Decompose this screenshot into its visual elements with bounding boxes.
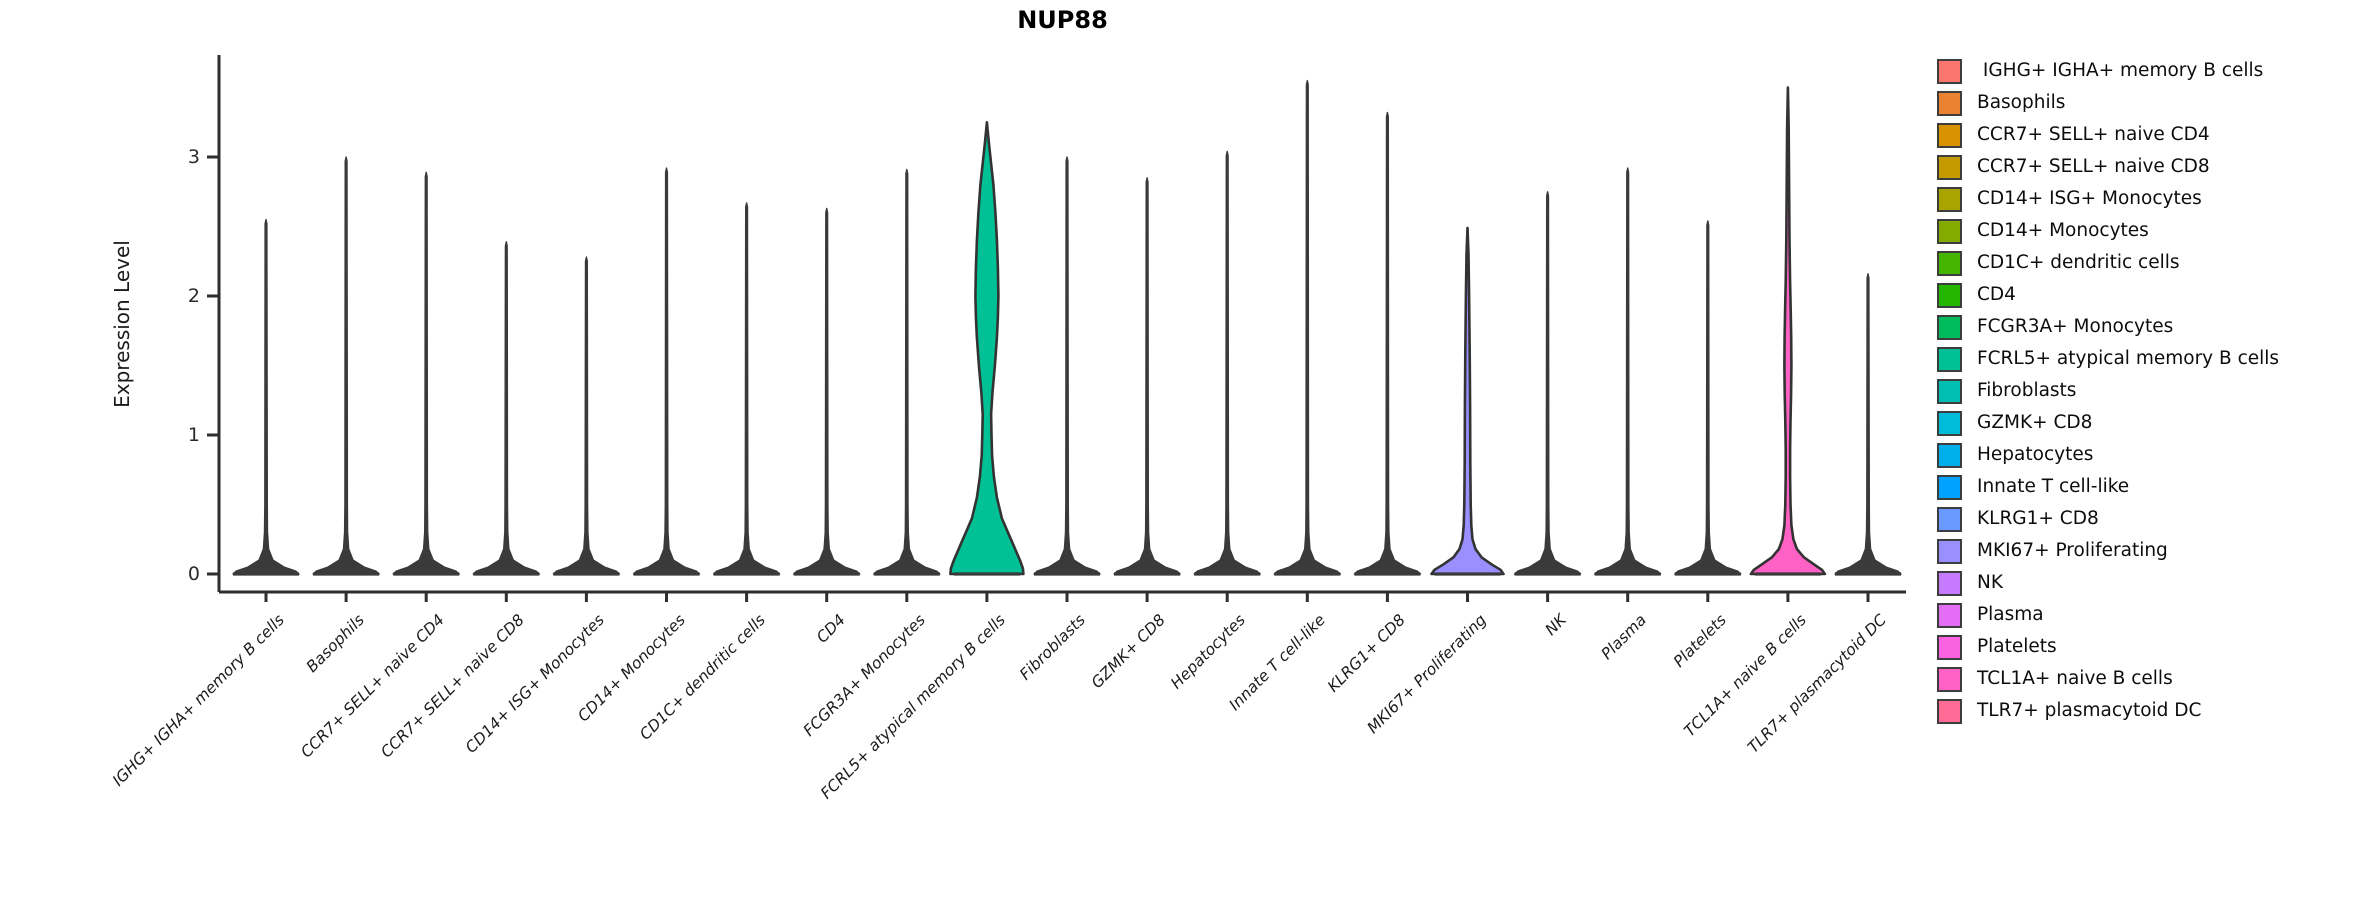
legend-item-label: IGHG+ IGHA+ memory B cells [1977,59,2264,81]
legend-item-label: CD1C+ dendritic cells [1977,251,2180,273]
violin-16 [1430,226,1505,576]
legend-item-label: MKI67+ Proliferating [1977,539,2168,561]
violin-19 [1674,220,1742,575]
legend-item-label: NK [1977,571,2003,593]
legend-item-label: KLRG1+ CD8 [1977,507,2099,529]
legend-swatch [1937,282,1962,308]
violin-15 [1353,111,1422,575]
legend-swatch [1937,90,1962,116]
legend-item-label: Innate T cell-like [1977,475,2130,497]
legend-item: Innate T cell-like [1937,471,2279,503]
violin-17 [1513,191,1582,575]
legend-item-label: Plasma [1977,603,2044,625]
legend-item: TCL1A+ naive B cells [1937,663,2279,695]
legend-item-label: FCRL5+ atypical memory B cells [1977,347,2280,369]
legend-item-label: CD4 [1977,283,2016,305]
legend-swatch [1937,666,1962,692]
violin-21 [1834,273,1902,575]
legend-item: Platelets [1937,631,2279,663]
violin-8 [793,207,861,575]
legend-item: CD14+ Monocytes [1937,215,2279,247]
violin-13 [1193,150,1261,575]
violin-12 [1113,177,1181,575]
violin-18 [1594,167,1662,575]
plot-title: NUP88 [1017,6,1108,34]
legend-item: Basophils [1937,87,2279,119]
y-tick-label: 3 [187,146,200,168]
violin-14 [1273,79,1341,575]
legend-item: Fibroblasts [1937,375,2279,407]
legend-item: CCR7+ SELL+ naive CD4 [1937,119,2279,151]
violin-7 [712,202,781,575]
violin-2 [312,156,380,575]
legend-item-label: FCGR3A+ Monocytes [1977,315,2174,337]
legend-swatch [1937,346,1962,372]
legend-item: CD14+ ISG+ Monocytes [1937,183,2279,215]
legend-swatch [1937,58,1962,84]
violin-1 [232,218,300,575]
violin-6 [632,167,701,575]
violin-20 [1749,86,1827,576]
legend-swatch [1937,410,1962,436]
legend-item-label: CCR7+ SELL+ naive CD8 [1977,155,2210,177]
violin-9 [873,168,941,575]
legend: IGHG+ IGHA+ memory B cells Basophils CCR7+… [1937,55,2279,727]
legend-item-label: CCR7+ SELL+ naive CD4 [1977,123,2210,145]
legend-swatch [1937,442,1962,468]
legend-item: TLR7+ plasmacytoid DC [1937,695,2279,727]
legend-item: Hepatocytes [1937,439,2279,471]
legend-item-label: TLR7+ plasmacytoid DC [1977,699,2202,721]
legend-swatch [1937,122,1962,148]
legend-item: CCR7+ SELL+ naive CD8 [1937,151,2279,183]
legend-swatch [1937,506,1962,532]
legend-item: GZMK+ CD8 [1937,407,2279,439]
legend-item: IGHG+ IGHA+ memory B cells [1937,55,2279,87]
legend-swatch [1937,378,1962,404]
legend-swatch [1937,474,1962,500]
legend-swatch [1937,538,1962,564]
legend-item-label: GZMK+ CD8 [1977,411,2093,433]
legend-swatch [1937,314,1962,340]
legend-item-label: Hepatocytes [1977,443,2094,465]
legend-item: Plasma [1937,599,2279,631]
legend-item-label: CD14+ Monocytes [1977,219,2149,241]
y-tick-label: 2 [187,285,200,307]
legend-item: KLRG1+ CD8 [1937,503,2279,535]
legend-item: NK [1937,567,2279,599]
legend-item: FCRL5+ atypical memory B cells [1937,343,2279,375]
y-tick-label: 1 [187,424,200,446]
legend-item: FCGR3A+ Monocytes [1937,311,2279,343]
violin-10 [949,121,1025,576]
legend-item-label: TCL1A+ naive B cells [1977,667,2173,689]
legend-swatch [1937,154,1962,180]
legend-item-label: Platelets [1977,635,2057,657]
legend-item-label: Basophils [1977,91,2066,113]
legend-item: CD1C+ dendritic cells [1937,247,2279,279]
violin-11 [1033,156,1101,575]
legend-swatch [1937,698,1962,724]
legend-swatch [1937,634,1962,660]
legend-swatch [1937,186,1962,212]
legend-item: MKI67+ Proliferating [1937,535,2279,567]
legend-item-label: Fibroblasts [1977,379,2077,401]
legend-swatch [1937,250,1962,276]
legend-swatch [1937,218,1962,244]
violin-3 [392,171,460,575]
legend-item-label: CD14+ ISG+ Monocytes [1977,187,2202,209]
violin-5 [552,256,621,575]
violin-4 [472,241,540,575]
legend-item: CD4 [1937,279,2279,311]
legend-swatch [1937,570,1962,596]
y-tick-label: 0 [187,563,200,585]
legend-swatch [1937,602,1962,628]
